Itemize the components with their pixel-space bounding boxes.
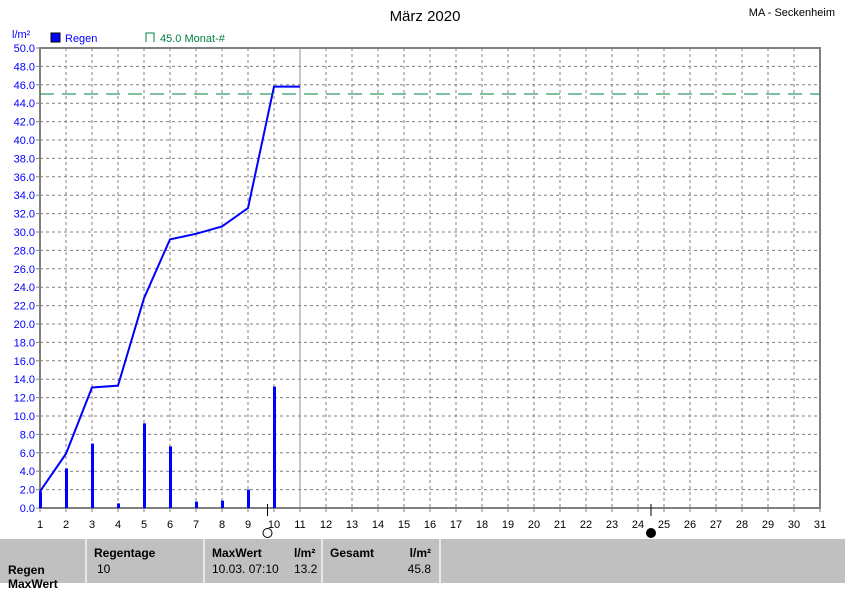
legend-swatch-monat bbox=[145, 32, 155, 42]
gesamt-unit: l/m² bbox=[409, 546, 431, 560]
regentage-value: 10 bbox=[97, 562, 111, 576]
y-tick-label: 14.0 bbox=[14, 374, 35, 386]
y-tick-label: 34.0 bbox=[14, 190, 35, 202]
row-label-2: MaxWert bbox=[8, 577, 58, 591]
legend-label-monat: 45.0 Monat-# bbox=[160, 33, 226, 45]
x-tick-label: 31 bbox=[814, 519, 826, 531]
y-tick-label: 12.0 bbox=[14, 393, 35, 405]
x-tick-label: 12 bbox=[320, 519, 332, 531]
plot-frame bbox=[39, 47, 821, 509]
rain-bar-day-3 bbox=[91, 443, 94, 508]
y-tick-label: 10.0 bbox=[14, 411, 35, 423]
y-tick-label: 28.0 bbox=[14, 245, 35, 257]
x-tick-label: 15 bbox=[398, 519, 410, 531]
y-tick-label: 32.0 bbox=[14, 209, 35, 221]
legend-label-regen: Regen bbox=[65, 33, 97, 45]
y-tick-label: 50.0 bbox=[14, 43, 35, 55]
summary-panel: Regen MaxWert Regentage 10 MaxWert l/m² … bbox=[0, 539, 845, 591]
maxwert-label: MaxWert bbox=[212, 546, 262, 560]
y-tick-label: 0.0 bbox=[20, 503, 35, 515]
y-tick-label: 46.0 bbox=[14, 80, 35, 92]
rain-bar-day-5 bbox=[143, 423, 146, 508]
x-tick-label: 20 bbox=[528, 519, 540, 531]
cumulative-rain-line bbox=[39, 85, 300, 493]
new-moon-icon bbox=[646, 528, 656, 538]
y-axis-label: l/m² bbox=[12, 29, 31, 41]
chart-title: März 2020 bbox=[390, 8, 461, 25]
y-tick-label: 30.0 bbox=[14, 227, 35, 239]
x-tick-label: 2 bbox=[63, 519, 69, 531]
x-tick-label: 30 bbox=[788, 519, 800, 531]
x-tick-label: 10 bbox=[268, 519, 280, 531]
rain-bar-day-8 bbox=[221, 500, 224, 508]
rain-bar-day-6 bbox=[169, 446, 172, 508]
rain-bar-day-1 bbox=[39, 491, 42, 508]
regentage-cell: Regentage 10 bbox=[87, 539, 205, 583]
y-tick-label: 24.0 bbox=[14, 282, 35, 294]
rain-bar-day-2 bbox=[65, 468, 68, 508]
y-tick-label: 40.0 bbox=[14, 135, 35, 147]
x-tick-label: 14 bbox=[372, 519, 384, 531]
legend-swatch-regen bbox=[50, 32, 61, 43]
x-tick-label: 23 bbox=[606, 519, 618, 531]
x-tick-label: 16 bbox=[424, 519, 436, 531]
y-tick-label: 36.0 bbox=[14, 172, 35, 184]
y-tick-label: 20.0 bbox=[14, 319, 35, 331]
row-label: Regen bbox=[8, 563, 45, 577]
x-tick-label: 25 bbox=[658, 519, 670, 531]
x-tick-label: 7 bbox=[193, 519, 199, 531]
y-tick-label: 2.0 bbox=[20, 485, 35, 497]
y-tick-label: 48.0 bbox=[14, 61, 35, 73]
x-tick-label: 26 bbox=[684, 519, 696, 531]
x-tick-label: 6 bbox=[167, 519, 173, 531]
x-tick-label: 24 bbox=[632, 519, 644, 531]
gesamt-value: 45.8 bbox=[407, 562, 431, 576]
maxwert-cell: MaxWert l/m² 10.03. 07:10 13.2 bbox=[205, 539, 323, 583]
rain-chart: März 2020 MA - Seckenheim l/m² Regen 45.0 Mo… bbox=[12, 7, 835, 538]
y-tick-label: 16.0 bbox=[14, 356, 35, 368]
y-tick-label: 4.0 bbox=[20, 466, 35, 478]
maxwert-value: 13.2 bbox=[294, 562, 318, 576]
y-tick-label: 38.0 bbox=[14, 153, 35, 165]
x-tick-label: 1 bbox=[37, 519, 43, 531]
moon-phase-icon bbox=[262, 528, 273, 538]
x-tick-label: 29 bbox=[762, 519, 774, 531]
y-tick-label: 22.0 bbox=[14, 301, 35, 313]
rain-bar-day-4 bbox=[117, 503, 120, 508]
x-tick-label: 22 bbox=[580, 519, 592, 531]
y-tick-label: 8.0 bbox=[20, 429, 35, 441]
x-tick-label: 21 bbox=[554, 519, 566, 531]
y-tick-label: 26.0 bbox=[14, 264, 35, 276]
x-tick-label: 5 bbox=[141, 519, 147, 531]
x-tick-label: 19 bbox=[502, 519, 514, 531]
x-tick-label: 3 bbox=[89, 519, 95, 531]
y-tick-label: 42.0 bbox=[14, 117, 35, 129]
station-name: MA - Seckenheim bbox=[749, 7, 835, 19]
x-tick-label: 4 bbox=[115, 519, 121, 531]
regentage-label: Regentage bbox=[94, 546, 156, 560]
x-tick-label: 28 bbox=[736, 519, 748, 531]
x-tick-label: 11 bbox=[294, 519, 305, 531]
gesamt-cell: Gesamt l/m² 45.8 bbox=[323, 539, 441, 583]
row-label-cell: Regen MaxWert bbox=[0, 539, 87, 591]
maxwert-unit: l/m² bbox=[294, 546, 316, 560]
x-tick-label: 9 bbox=[245, 519, 251, 531]
y-tick-label: 44.0 bbox=[14, 98, 35, 110]
rain-bar-day-10 bbox=[273, 386, 276, 508]
maxwert-date: 10.03. 07:10 bbox=[212, 562, 279, 576]
x-tick-label: 18 bbox=[476, 519, 488, 531]
gesamt-label: Gesamt bbox=[330, 546, 375, 560]
y-tick-label: 6.0 bbox=[20, 448, 35, 460]
x-tick-label: 13 bbox=[346, 519, 358, 531]
x-tick-label: 27 bbox=[710, 519, 722, 531]
x-tick-label: 8 bbox=[219, 519, 225, 531]
y-tick-label: 18.0 bbox=[14, 337, 35, 349]
x-tick-label: 17 bbox=[450, 519, 462, 531]
rain-bar-day-7 bbox=[195, 501, 198, 508]
rain-bar-day-9 bbox=[247, 489, 250, 508]
